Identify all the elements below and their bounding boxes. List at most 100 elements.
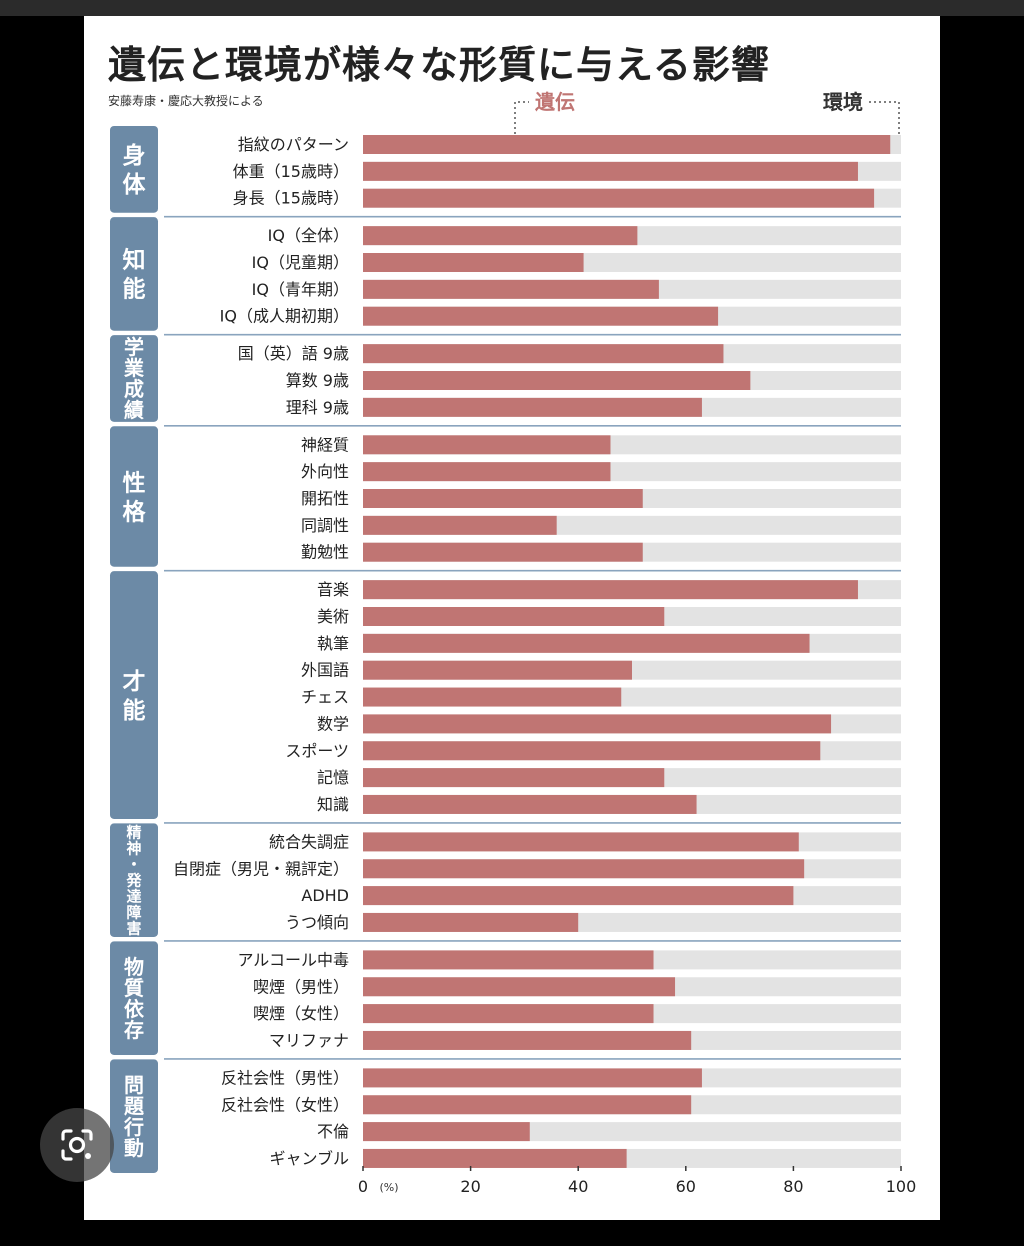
bar-genetic	[363, 1122, 530, 1142]
bar-label: 体重（15歳時）	[233, 162, 349, 181]
bar-label: 理科 9歳	[286, 398, 349, 417]
bar-genetic	[363, 188, 875, 208]
bar-genetic	[363, 226, 638, 246]
bar-genetic	[363, 161, 858, 181]
bar-label: 身長（15歳時）	[233, 189, 349, 208]
bar-genetic	[363, 832, 799, 852]
bar-label: 自閉症（男児・親評定）	[173, 859, 349, 878]
bar-label: 指紋のパターン	[238, 135, 349, 154]
bar-label: 執筆	[317, 634, 349, 653]
bar-label: 統合失調症	[269, 832, 349, 851]
bar-genetic	[363, 714, 832, 734]
bar-label: 喫煙（女性）	[253, 1004, 349, 1023]
category-label: 知能	[123, 247, 146, 303]
x-tick-label: 100	[886, 1177, 917, 1196]
bar-genetic	[363, 306, 719, 326]
bar-label: 不倫	[317, 1122, 349, 1141]
bar-label: IQ（成人期初期）	[220, 307, 349, 326]
bar-label: スポーツ	[285, 741, 349, 760]
category-box	[110, 571, 158, 819]
bar-genetic	[363, 1095, 692, 1115]
bar-label: 美術	[317, 607, 349, 626]
bar-genetic	[363, 279, 659, 299]
x-unit-label: (%)	[379, 1181, 398, 1194]
chart-title: 遺伝と環境が様々な形質に与える影響	[108, 43, 770, 87]
category-box	[110, 126, 158, 213]
bar-label: IQ（青年期）	[252, 280, 349, 299]
bar-genetic	[363, 253, 584, 272]
x-tick-label: 0	[358, 1177, 368, 1196]
bar-label: 算数 9歳	[286, 371, 349, 390]
x-tick-label: 20	[460, 1177, 480, 1196]
bar-label: 外向性	[301, 462, 349, 481]
category-label: 身体	[123, 142, 147, 198]
bar-genetic	[363, 741, 821, 761]
category-label: 問題行動	[123, 1073, 145, 1160]
bar-label: 神経質	[301, 435, 349, 454]
bar-genetic	[363, 435, 611, 455]
bar-genetic	[363, 660, 632, 680]
bar-genetic	[363, 768, 665, 788]
chart-subtitle: 安藤寿康・慶応大教授による	[108, 94, 264, 108]
bar-label: マリファナ	[269, 1031, 349, 1050]
category-box	[110, 941, 158, 1055]
legend-genetic: 遺伝	[535, 90, 575, 114]
bar-label: IQ（児童期）	[252, 253, 349, 272]
category-box	[110, 1059, 158, 1173]
bar-label: 喫煙（男性）	[253, 977, 349, 996]
bar-genetic	[363, 886, 794, 906]
bar-label: 同調性	[301, 516, 349, 535]
bar-genetic	[363, 397, 702, 417]
bar-label: 記憶	[317, 768, 349, 787]
bar-genetic	[363, 633, 810, 653]
camera-lens-icon	[61, 1129, 93, 1161]
bar-label: アルコール中毒	[237, 950, 349, 969]
category-label: 才能	[123, 669, 146, 724]
bar-genetic	[363, 794, 697, 814]
legend-environment: 環境	[823, 90, 863, 114]
bar-label: 反社会性（女性）	[221, 1095, 349, 1114]
bar-genetic	[363, 687, 622, 707]
bar-label: 知識	[317, 795, 349, 814]
bar-label: チェス	[301, 688, 349, 707]
bar-label: IQ（全体）	[268, 226, 349, 245]
category-box	[110, 823, 158, 937]
bar-genetic	[363, 859, 805, 879]
legend-environment-leader	[869, 101, 900, 134]
bar-label: ギャンブル	[269, 1149, 349, 1168]
bar-genetic	[363, 912, 579, 932]
bar-label: 数学	[317, 714, 349, 733]
x-tick-label: 80	[783, 1177, 803, 1196]
bar-genetic	[363, 607, 665, 626]
bar-genetic	[363, 542, 643, 562]
bar-genetic	[363, 1068, 702, 1088]
bar-genetic	[363, 462, 611, 482]
top-bar	[0, 0, 1024, 16]
bar-label: 開拓性	[301, 489, 349, 508]
bar-genetic	[363, 135, 891, 154]
bar-label: ADHD	[301, 886, 349, 905]
x-tick-label: 60	[676, 1177, 696, 1196]
category-label: 物質依存	[124, 955, 145, 1042]
bar-genetic	[363, 515, 557, 535]
bar-genetic	[363, 1030, 692, 1050]
bar-genetic	[363, 580, 858, 600]
bar-genetic	[363, 371, 751, 390]
bar-genetic	[363, 1148, 627, 1168]
bar-genetic	[363, 344, 724, 364]
lens-button[interactable]	[40, 1108, 114, 1182]
category-box	[110, 217, 158, 331]
category-label: 学業成績	[124, 335, 145, 422]
bar-genetic	[363, 977, 676, 997]
category-box	[110, 335, 158, 422]
bar-label: 勤勉性	[301, 543, 349, 562]
bar-label: 国（英）語 9歳	[238, 344, 349, 363]
bar-label: 外国語	[301, 661, 349, 680]
bar-label: 音楽	[317, 580, 349, 599]
bar-genetic	[363, 950, 654, 970]
category-label: 性格	[123, 470, 147, 525]
category-label: 精神・発達障害	[125, 824, 142, 938]
legend-genetic-leader	[514, 101, 529, 134]
bar-label: うつ傾向	[285, 913, 349, 932]
